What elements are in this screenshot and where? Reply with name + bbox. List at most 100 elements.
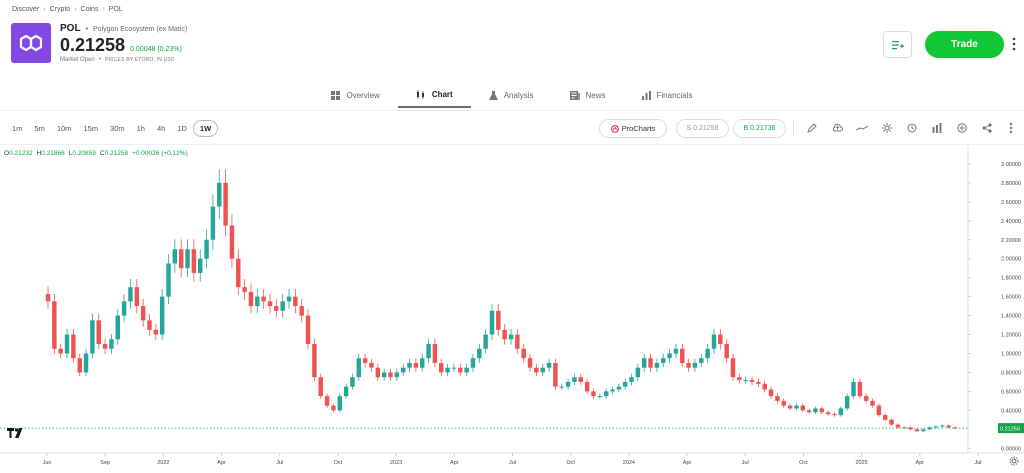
more-icon[interactable] xyxy=(1004,121,1018,135)
candle-body xyxy=(140,306,146,321)
candle-body xyxy=(857,381,863,397)
candle-body xyxy=(464,367,469,373)
x-tick-label: Apr xyxy=(916,460,925,466)
ohlc-legend: O0.21232 H0.21866 L0.20859 C0.21258 +0.0… xyxy=(4,150,188,157)
buy-button[interactable]: B 0.21736 xyxy=(733,119,786,138)
candle-body xyxy=(635,367,641,378)
ohlc-change: +0.00026 (+0.12%) xyxy=(132,150,188,157)
watchlist-button[interactable] xyxy=(883,31,912,58)
x-tick-label: Jul xyxy=(276,460,283,466)
ohlc-close: 0.21258 xyxy=(104,150,129,157)
breadcrumb-item-current: POL xyxy=(108,6,123,13)
candle-body xyxy=(699,358,704,363)
x-tick-label: 2022 xyxy=(157,460,169,466)
candle-body xyxy=(578,377,584,382)
candle-body xyxy=(115,315,120,340)
candle-body xyxy=(844,396,850,409)
candle-body xyxy=(134,287,140,307)
tab-chart[interactable]: Chart xyxy=(397,82,471,108)
candle-body xyxy=(705,348,710,359)
candle-body xyxy=(591,391,596,397)
breadcrumb-item-crypto[interactable]: Crypto xyxy=(49,6,71,13)
interval-10m[interactable]: 10m xyxy=(56,124,72,133)
ohlc-open-label: O xyxy=(4,150,10,157)
y-tick-label: 2.00000 xyxy=(1001,257,1021,263)
breadcrumb-item-discover[interactable]: Discover xyxy=(12,6,40,13)
y-tick-label: 1.80000 xyxy=(1001,276,1021,282)
y-tick-label: 0.40000 xyxy=(1001,408,1021,414)
sell-button[interactable]: S 0.21258 xyxy=(676,119,729,138)
x-tick-label: Oct xyxy=(566,460,575,466)
tradingview-logo-icon[interactable] xyxy=(7,428,25,440)
ohlc-high-label: H xyxy=(36,150,42,157)
clock-icon[interactable] xyxy=(905,121,919,135)
candle-body xyxy=(350,377,355,387)
candle-body xyxy=(280,301,285,311)
tab-financials[interactable]: Financials xyxy=(624,82,711,108)
tab-label: Analysis xyxy=(503,90,534,100)
procharts-button[interactable]: ProCharts xyxy=(599,119,667,138)
candle-body xyxy=(248,291,254,307)
x-tick-label: Oct xyxy=(799,460,808,466)
candle-body xyxy=(477,348,482,359)
line-icon[interactable] xyxy=(855,121,869,135)
procharts-icon xyxy=(610,124,619,133)
tab-overview[interactable]: Overview xyxy=(313,82,397,108)
candle-body xyxy=(439,362,444,373)
candle-body xyxy=(45,294,51,302)
interval-1h[interactable]: 1h xyxy=(136,124,145,133)
y-tick-label: 0.80000 xyxy=(1001,370,1021,376)
more-options-icon[interactable] xyxy=(1012,36,1016,52)
indicators-icon[interactable] xyxy=(880,121,894,135)
add-icon[interactable] xyxy=(955,121,969,135)
candle-body xyxy=(622,381,628,387)
candle-body xyxy=(426,344,431,359)
candle-body xyxy=(77,358,82,373)
candle-body xyxy=(749,380,755,382)
candle-body xyxy=(870,400,875,406)
interval-1m[interactable]: 1m xyxy=(12,124,23,133)
candle-body xyxy=(610,389,615,392)
candle-body xyxy=(553,362,558,387)
chevron-right-icon: › xyxy=(74,6,77,13)
x-tick-label: Jul xyxy=(974,460,981,466)
interval-15m[interactable]: 15m xyxy=(83,124,99,133)
tab-news[interactable]: News xyxy=(552,82,624,108)
cloud-icon[interactable] xyxy=(830,121,844,135)
candle-body xyxy=(71,334,76,359)
tab-analysis[interactable]: Analysis xyxy=(471,82,552,108)
current-price: 0.21258 xyxy=(60,35,126,55)
candle-body xyxy=(153,329,159,335)
draw-icon[interactable] xyxy=(805,121,819,135)
candle-body xyxy=(445,367,450,373)
candle-body xyxy=(223,182,228,226)
chart-icon xyxy=(416,89,424,99)
x-tick-label: Sep xyxy=(100,460,110,466)
candle-body xyxy=(217,182,222,207)
gear-icon[interactable] xyxy=(1009,456,1019,466)
tab-label: Chart xyxy=(431,89,453,99)
price-chart[interactable]: 3.00000 2.80000 2.60000 2.40000 2.20000 2.000… xyxy=(0,145,1024,473)
candle-body xyxy=(730,358,736,378)
share-icon[interactable] xyxy=(980,121,994,135)
interval-4h[interactable]: 4h xyxy=(156,124,166,133)
interval-1d[interactable]: 1D xyxy=(177,124,187,133)
candle-body xyxy=(172,249,178,264)
procharts-label: ProCharts xyxy=(621,124,656,133)
interval-1w[interactable]: 1W xyxy=(192,120,219,137)
trade-button[interactable]: Trade xyxy=(925,31,1004,58)
interval-5m[interactable]: 5m xyxy=(34,124,45,133)
candle-body xyxy=(178,249,184,269)
y-tick-label: 2.60000 xyxy=(1001,200,1021,206)
x-tick-label: Jul xyxy=(509,460,516,466)
candle-body xyxy=(813,408,818,413)
candle-body xyxy=(584,381,590,392)
breadcrumb-item-coins[interactable]: Coins xyxy=(80,6,99,13)
interval-30m[interactable]: 30m xyxy=(110,124,125,133)
y-tick-label: 1.00000 xyxy=(1001,351,1021,357)
candle-body xyxy=(546,362,552,368)
x-tick-label: 2025 xyxy=(856,460,868,466)
candle-body xyxy=(483,334,488,349)
last-price-tag xyxy=(998,423,1024,434)
bar-chart-icon[interactable] xyxy=(930,121,944,135)
